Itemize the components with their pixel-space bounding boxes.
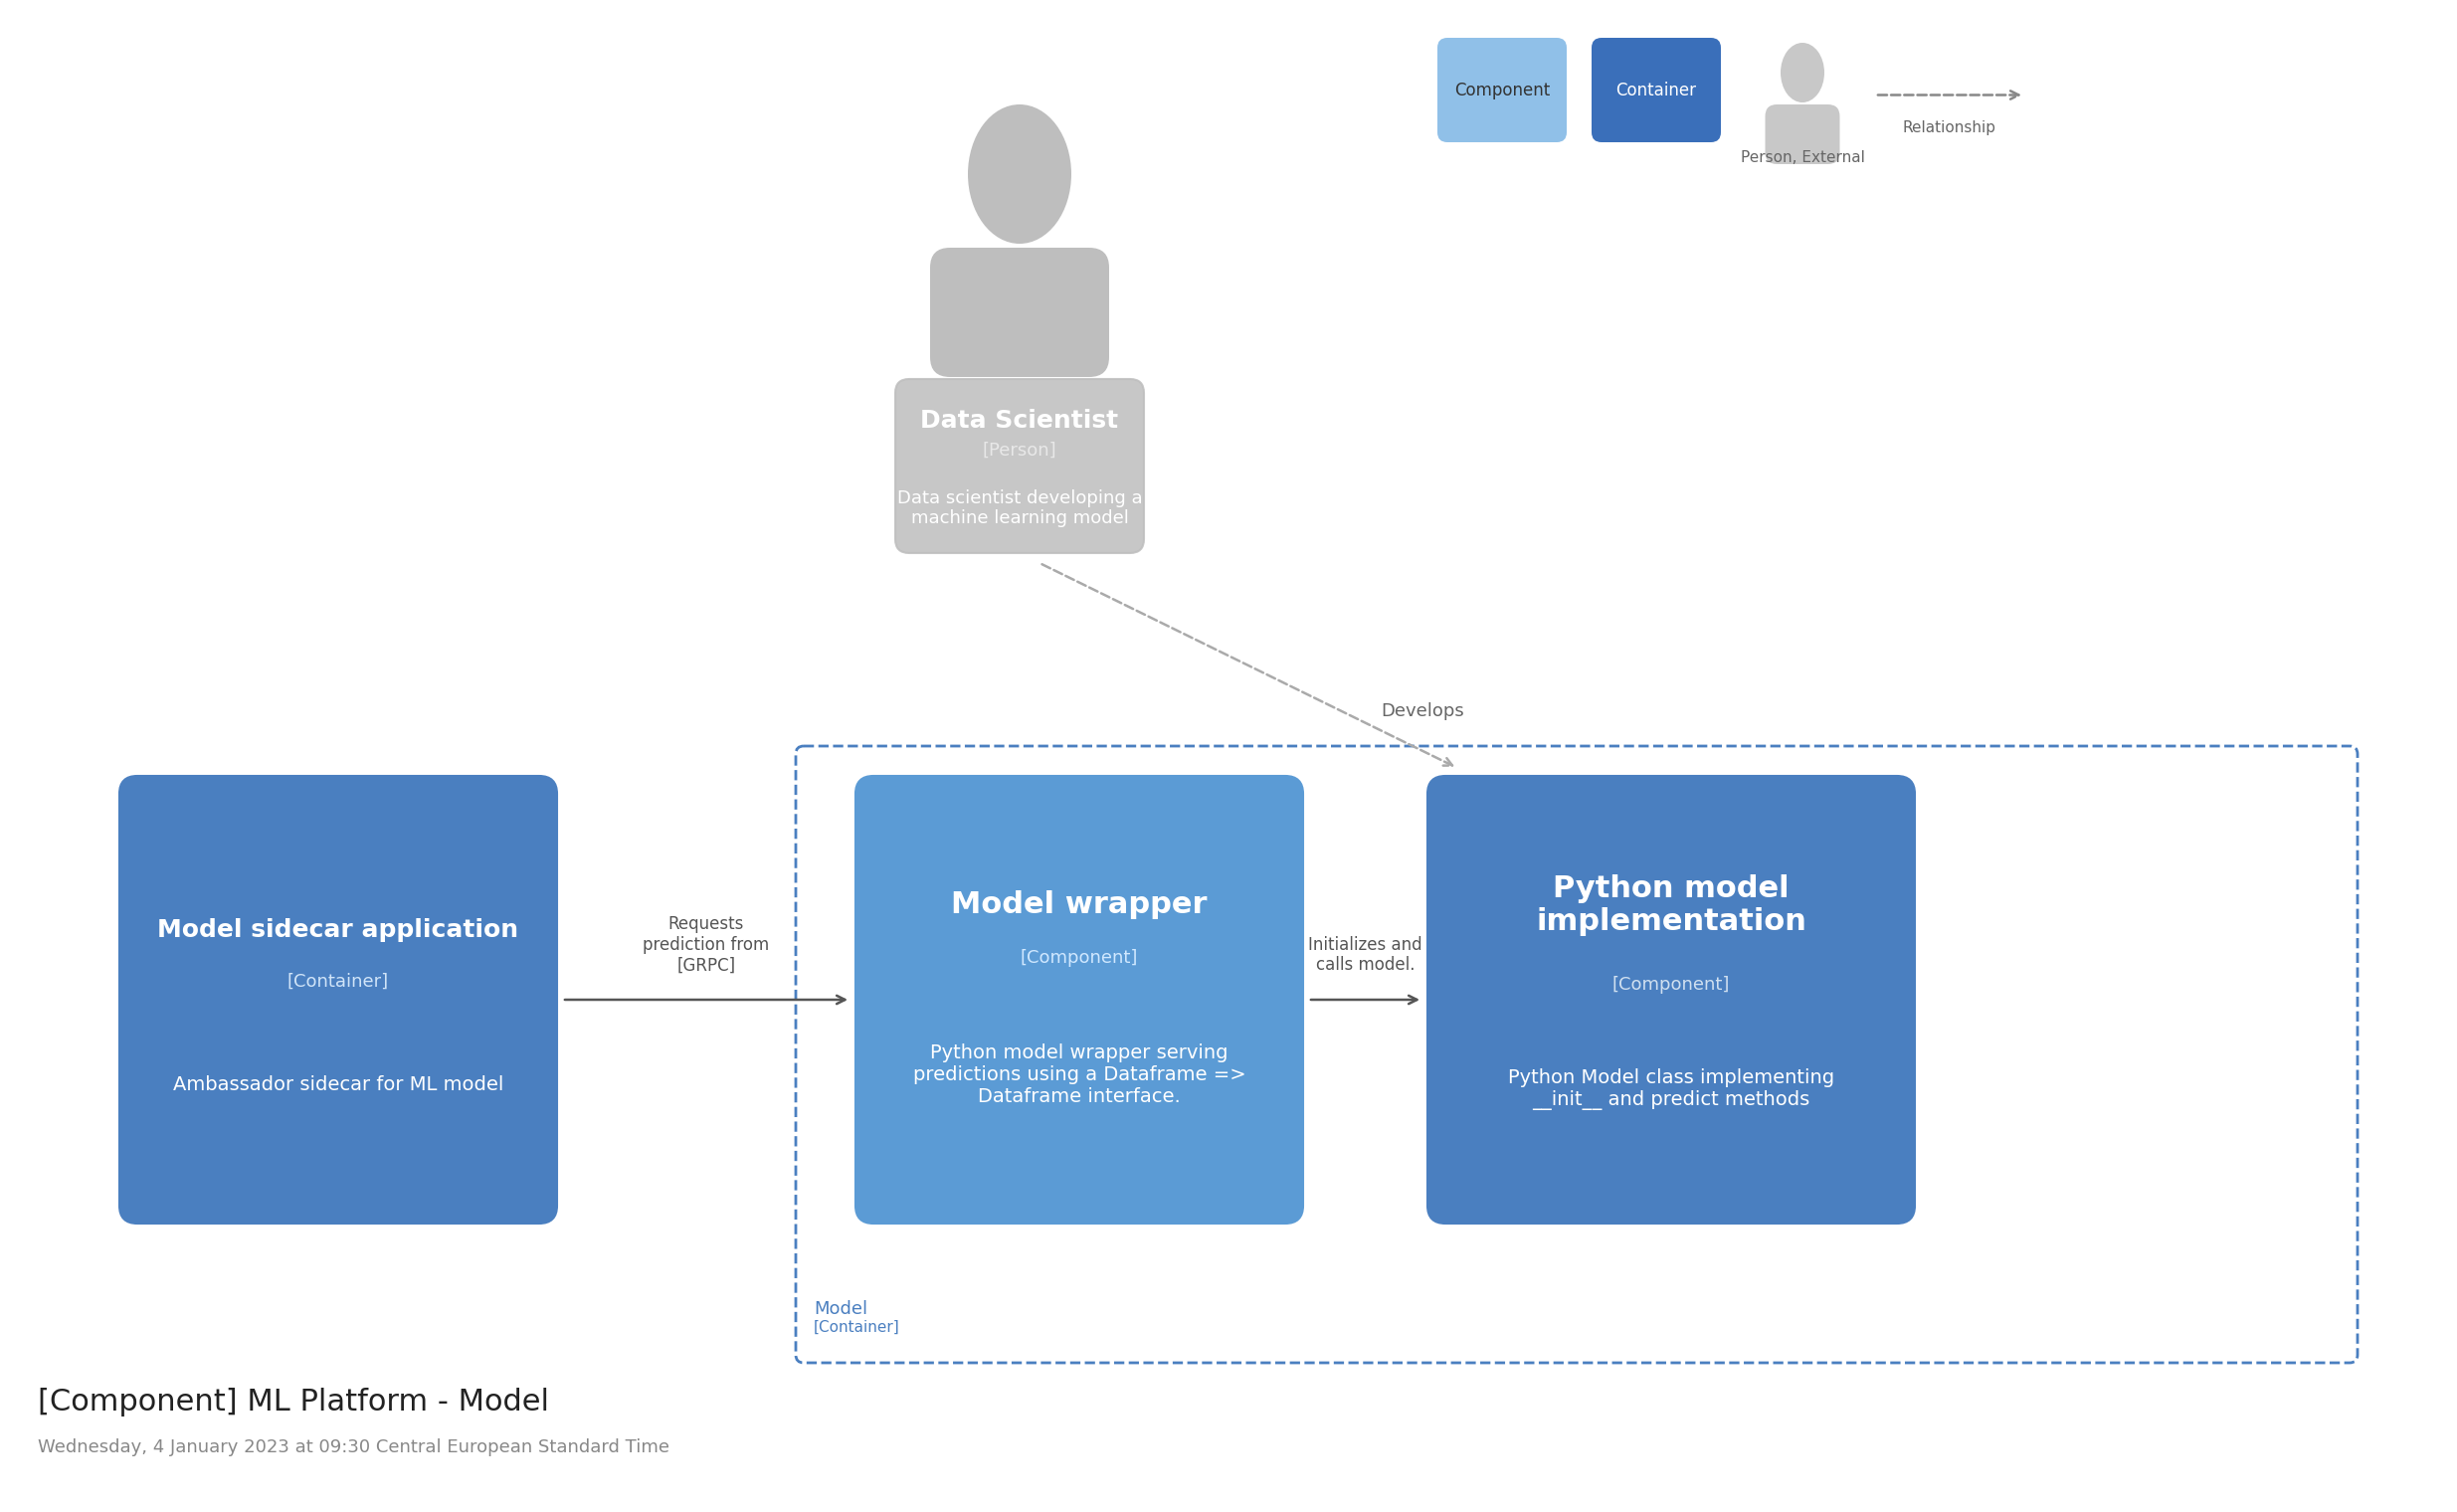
FancyBboxPatch shape (120, 776, 558, 1223)
Ellipse shape (968, 104, 1071, 243)
Text: Data Scientist: Data Scientist (921, 408, 1118, 432)
Text: Wednesday, 4 January 2023 at 09:30 Central European Standard Time: Wednesday, 4 January 2023 at 09:30 Centr… (37, 1438, 668, 1456)
FancyBboxPatch shape (1437, 38, 1568, 142)
Text: Python Model class implementing
__init__ and predict methods: Python Model class implementing __init__… (1509, 1069, 1835, 1110)
Text: [Container]: [Container] (813, 1320, 899, 1335)
Text: Model wrapper: Model wrapper (951, 891, 1206, 919)
Text: Python model wrapper serving
predictions using a Dataframe =>
Dataframe interfac: Python model wrapper serving predictions… (914, 1043, 1246, 1105)
Text: Model sidecar application: Model sidecar application (157, 918, 518, 942)
Text: Data scientist developing a
machine learning model: Data scientist developing a machine lear… (897, 488, 1143, 528)
Text: Relationship: Relationship (1902, 119, 1998, 135)
Text: Python model
implementation: Python model implementation (1536, 874, 1806, 936)
Text: Requests
prediction from
[GRPC]: Requests prediction from [GRPC] (644, 915, 769, 975)
Text: Person, External: Person, External (1740, 150, 1865, 165)
Text: [Container]: [Container] (287, 972, 388, 990)
Text: [Component] ML Platform - Model: [Component] ML Platform - Model (37, 1388, 548, 1417)
FancyBboxPatch shape (931, 248, 1108, 376)
FancyBboxPatch shape (1592, 38, 1720, 142)
FancyBboxPatch shape (855, 776, 1302, 1223)
Text: Component: Component (1455, 82, 1550, 98)
Text: Model: Model (813, 1300, 867, 1318)
Text: Ambassador sidecar for ML model: Ambassador sidecar for ML model (172, 1075, 504, 1093)
FancyBboxPatch shape (894, 380, 1145, 553)
Text: Initializes and
calls model.: Initializes and calls model. (1307, 936, 1423, 974)
Text: [Person]: [Person] (983, 442, 1057, 460)
Text: Container: Container (1617, 82, 1695, 98)
FancyBboxPatch shape (1428, 776, 1914, 1223)
Text: [Component]: [Component] (1612, 975, 1730, 993)
Text: [Component]: [Component] (1020, 950, 1138, 966)
Text: Develops: Develops (1381, 702, 1464, 720)
FancyBboxPatch shape (1764, 104, 1840, 165)
Ellipse shape (1781, 42, 1826, 103)
